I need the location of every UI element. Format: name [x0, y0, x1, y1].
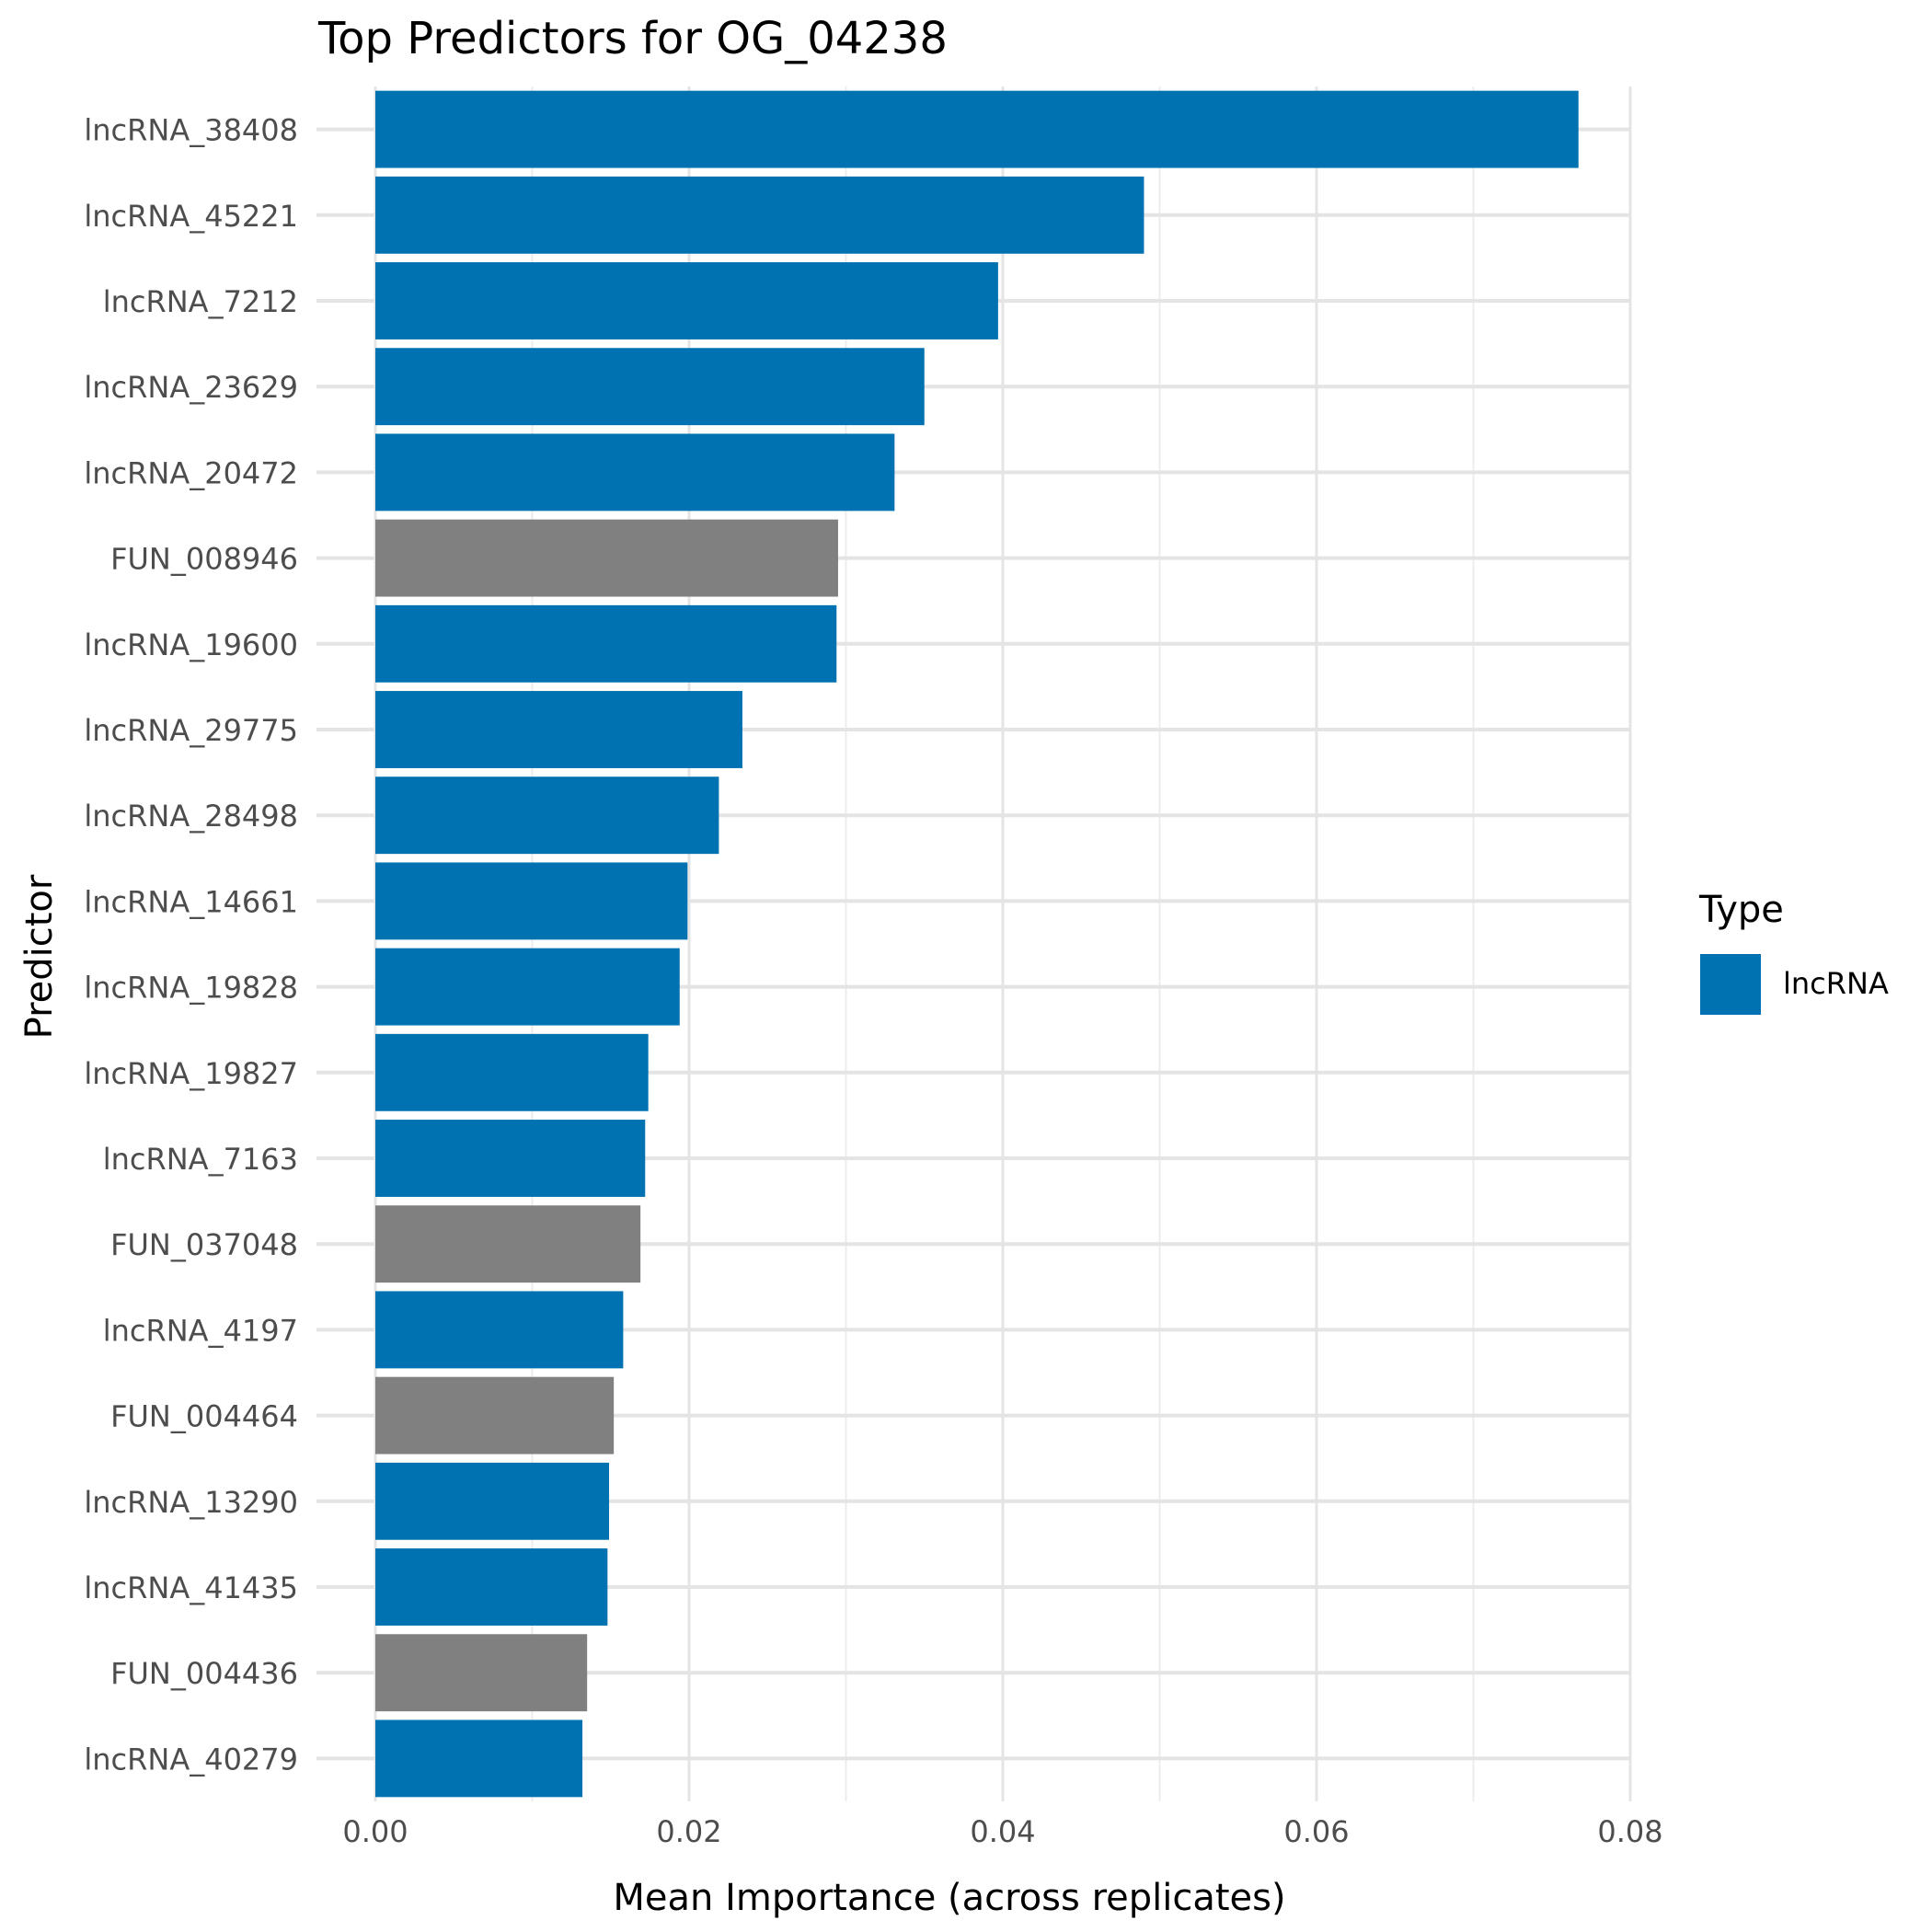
bar: [375, 348, 925, 426]
legend: Type lncRNA: [1698, 889, 1889, 1015]
y-tick-label: lncRNA_13290: [84, 1485, 298, 1520]
bar: [375, 604, 837, 683]
x-tick-label: 0.04: [970, 1814, 1035, 1849]
y-tick-label: lncRNA_40279: [84, 1742, 298, 1777]
y-tick-label: FUN_004436: [110, 1656, 298, 1691]
y-tick-label: lncRNA_38408: [84, 113, 298, 148]
legend-swatch-lncrna: [1700, 954, 1761, 1015]
bar: [375, 519, 838, 597]
bar: [375, 176, 1144, 254]
y-tick-label: FUN_037048: [110, 1227, 298, 1262]
y-tick-label: lncRNA_19828: [84, 971, 298, 1006]
bar: [375, 90, 1579, 168]
x-tick-label: 0.08: [1597, 1814, 1662, 1849]
y-tick-label: lncRNA_4197: [103, 1313, 298, 1348]
chart-title: Top Predictors for OG_04238: [317, 13, 948, 64]
bar: [375, 948, 680, 1026]
y-axis-label: Predictor: [18, 874, 61, 1039]
y-tick-label: lncRNA_7212: [103, 284, 298, 319]
y-tick-label: lncRNA_20472: [84, 455, 298, 490]
y-tick-label: lncRNA_41435: [84, 1570, 298, 1605]
x-tick-label: 0.06: [1283, 1814, 1349, 1849]
y-tick-label: lncRNA_19827: [84, 1056, 298, 1091]
y-tick-label: lncRNA_45221: [84, 199, 298, 234]
x-tick-labels: 0.00 0.02 0.04 0.06 0.08: [342, 1814, 1662, 1849]
bar: [375, 691, 742, 768]
y-tick-label: lncRNA_28498: [84, 799, 298, 834]
bar: [375, 1291, 624, 1369]
legend-title: Type: [1698, 889, 1784, 931]
legend-label-lncrna: lncRNA: [1783, 966, 1889, 1001]
bar: [375, 433, 895, 512]
bar: [375, 1120, 646, 1197]
bar: [375, 862, 688, 940]
y-tick-label: lncRNA_29775: [84, 713, 298, 748]
y-tick-labels: lncRNA_38408 lncRNA_45221 lncRNA_7212 lncRN…: [84, 113, 298, 1777]
y-tick-label: FUN_004464: [110, 1399, 298, 1434]
y-tick-label: lncRNA_23629: [84, 370, 298, 405]
x-tick-label: 0.00: [342, 1814, 408, 1849]
bar: [375, 1376, 615, 1455]
y-tick-label: lncRNA_7163: [103, 1142, 298, 1177]
bar: [375, 776, 719, 855]
bar: [375, 1462, 610, 1540]
y-tick-label: lncRNA_14661: [84, 884, 298, 919]
x-tick-label: 0.02: [656, 1814, 721, 1849]
y-tick-label: FUN_008946: [110, 542, 298, 577]
bar: [375, 1548, 608, 1626]
y-tick-label: lncRNA_19600: [84, 627, 298, 662]
bar: [375, 262, 998, 339]
x-axis-label: Mean Importance (across replicates): [613, 1877, 1285, 1919]
bar: [375, 1719, 583, 1798]
bar: [375, 1205, 641, 1283]
bar: [375, 1634, 588, 1712]
bars: [375, 90, 1579, 1798]
bar: [375, 1033, 649, 1111]
